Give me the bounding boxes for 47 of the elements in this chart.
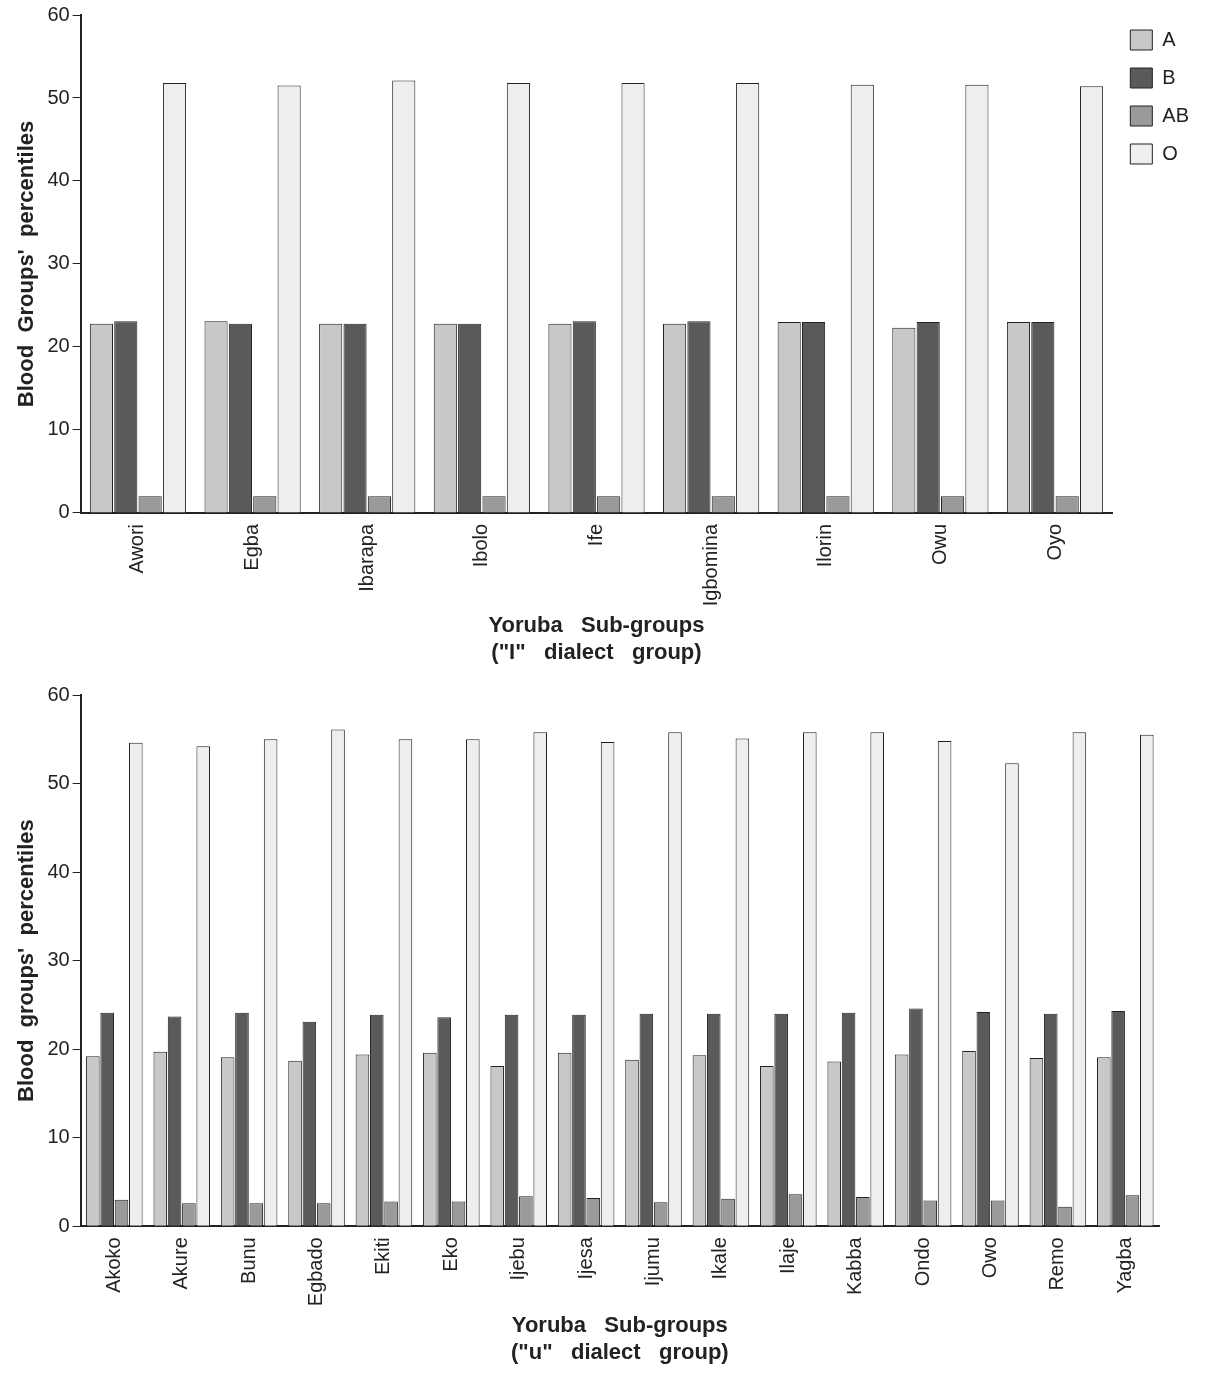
- x-tick-label: Ijesa: [573, 1236, 596, 1280]
- x-tick-label: Awori: [125, 523, 148, 574]
- y-tick-label: 20: [47, 334, 70, 357]
- y-tick-label: 30: [47, 948, 70, 971]
- x-tick-label: Oyo: [1042, 523, 1065, 561]
- x-tick-label: Igbomina: [698, 523, 721, 607]
- y-tick-label: 10: [47, 417, 70, 440]
- x-tick-label: Egba: [240, 523, 263, 571]
- x-tick-label: Ife: [584, 523, 606, 547]
- legend-label: AB: [1162, 103, 1190, 126]
- legend-label: A: [1162, 27, 1177, 50]
- x-tick-label: Egbado: [304, 1237, 327, 1307]
- x-tick-label: Ijumu: [641, 1237, 664, 1287]
- y-axis-title: Blood Groups' percentiles: [13, 120, 39, 408]
- x-tick-label: Ijebu: [506, 1237, 529, 1281]
- y-tick-label: 50: [47, 85, 70, 108]
- x-tick-label: Ekiti: [371, 1237, 394, 1276]
- x-tick-label: Akure: [169, 1237, 192, 1290]
- x-tick-label: Ilaje: [775, 1237, 798, 1274]
- x-tick-label: Ondo: [910, 1237, 933, 1287]
- legend-label: O: [1162, 141, 1178, 164]
- x-tick-label: Ibarapa: [354, 523, 377, 592]
- x-tick-label: Kabba: [843, 1236, 866, 1296]
- y-tick-label: 30: [47, 251, 70, 274]
- x-tick-label: Owu: [927, 523, 950, 566]
- x-tick-label: Yagba: [1112, 1236, 1135, 1294]
- x-tick-label: Ilorin: [813, 523, 836, 568]
- legend-label: B: [1162, 65, 1176, 88]
- y-tick-label: 40: [47, 859, 70, 882]
- y-tick-label: 0: [58, 500, 70, 523]
- y-tick-label: 50: [47, 771, 70, 794]
- y-tick-label: 60: [47, 2, 70, 25]
- x-axis-title: Yoruba Sub-groups ("I" dialect group): [488, 612, 705, 664]
- y-tick-label: 20: [47, 1036, 70, 1059]
- x-tick-label: Owo: [978, 1237, 1001, 1279]
- x-axis-title: Yoruba Sub-groups ("u" dialect group): [511, 1312, 729, 1364]
- x-tick-label: Akoko: [101, 1237, 124, 1293]
- y-tick-label: 60: [47, 682, 70, 705]
- x-tick-label: Ikale: [708, 1237, 731, 1280]
- x-tick-label: Ibolo: [469, 523, 492, 568]
- y-tick-label: 10: [47, 1125, 70, 1148]
- x-tick-label: Remo: [1045, 1237, 1068, 1291]
- y-tick-label: 0: [58, 1213, 70, 1236]
- x-tick-label: Eko: [438, 1237, 461, 1272]
- x-tick-label: Bunu: [236, 1237, 259, 1284]
- y-axis-title: Blood groups' percentiles: [13, 819, 39, 1102]
- y-tick-label: 40: [47, 168, 70, 191]
